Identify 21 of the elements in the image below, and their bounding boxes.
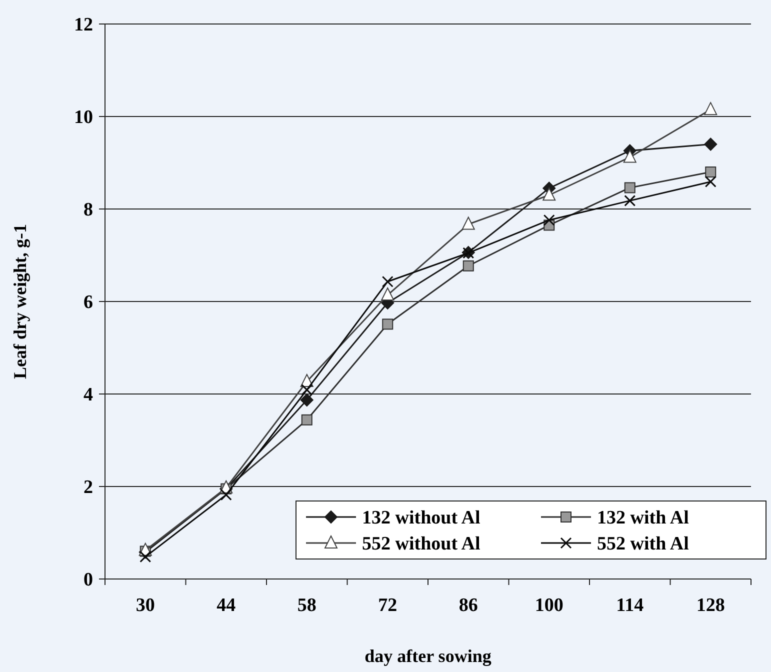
x-tick-label: 128 bbox=[696, 595, 725, 616]
legend-label: 132 without Al bbox=[362, 508, 480, 529]
y-tick-label: 2 bbox=[84, 477, 93, 498]
x-tick-label: 72 bbox=[378, 595, 398, 616]
y-axis-title: Leaf dry weight, g-1 bbox=[10, 224, 30, 379]
x-tick-label: 30 bbox=[136, 595, 155, 616]
x-tick-label: 58 bbox=[297, 595, 316, 616]
x-axis-title: day after sowing bbox=[364, 646, 492, 666]
y-tick-label: 8 bbox=[84, 200, 93, 221]
x-tick-label: 86 bbox=[458, 595, 478, 616]
x-tick-label: 100 bbox=[534, 595, 564, 616]
legend-label: 552 with Al bbox=[597, 534, 689, 555]
y-tick-label: 0 bbox=[84, 570, 93, 591]
legend-label: 552 without Al bbox=[362, 534, 480, 555]
legend-label: 132 with Al bbox=[597, 508, 689, 529]
y-tick-label: 4 bbox=[84, 384, 94, 406]
x-tick-label: 44 bbox=[216, 595, 236, 616]
x-tick-label: 114 bbox=[616, 595, 644, 616]
y-tick-label: 12 bbox=[74, 14, 93, 36]
y-tick-label: 6 bbox=[84, 292, 93, 314]
y-tick-label: 10 bbox=[74, 107, 93, 128]
